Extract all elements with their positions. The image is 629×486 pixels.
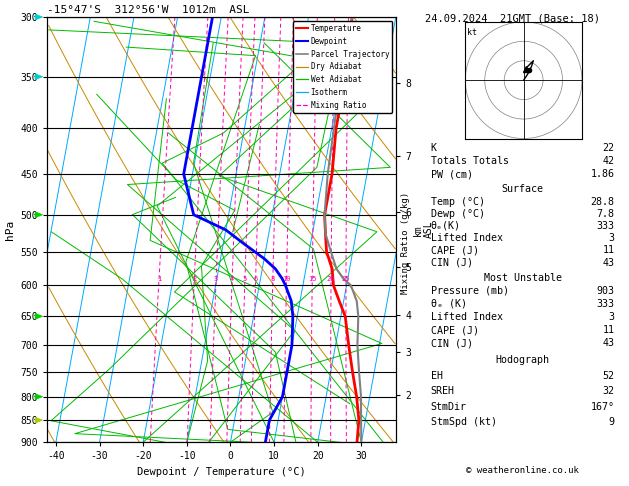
- Text: 333: 333: [596, 221, 615, 231]
- Text: Pressure (mb): Pressure (mb): [431, 286, 509, 296]
- Text: 4: 4: [230, 276, 234, 282]
- Text: StmSpd (kt): StmSpd (kt): [431, 417, 497, 427]
- Text: 24.09.2024  21GMT (Base: 18): 24.09.2024 21GMT (Base: 18): [425, 14, 599, 24]
- Y-axis label: hPa: hPa: [5, 220, 15, 240]
- Text: 903: 903: [596, 286, 615, 296]
- Text: StmDir: StmDir: [431, 402, 467, 412]
- Text: EH: EH: [431, 371, 443, 381]
- Text: 28.8: 28.8: [591, 196, 615, 207]
- Text: 15: 15: [308, 276, 316, 282]
- Text: 52: 52: [603, 371, 615, 381]
- Text: 7.8: 7.8: [596, 209, 615, 219]
- Text: θₑ(K): θₑ(K): [431, 221, 461, 231]
- Text: 8: 8: [270, 276, 275, 282]
- Text: 11: 11: [603, 325, 615, 335]
- Text: 43: 43: [603, 258, 615, 268]
- Text: Temp (°C): Temp (°C): [431, 196, 485, 207]
- Text: 2: 2: [192, 276, 196, 282]
- Text: 43: 43: [603, 338, 615, 348]
- Text: Surface: Surface: [502, 184, 543, 194]
- Text: Dewp (°C): Dewp (°C): [431, 209, 485, 219]
- Legend: Temperature, Dewpoint, Parcel Trajectory, Dry Adiabat, Wet Adiabat, Isotherm, Mi: Temperature, Dewpoint, Parcel Trajectory…: [293, 21, 392, 113]
- Text: 22: 22: [603, 142, 615, 153]
- Text: Lifted Index: Lifted Index: [431, 233, 503, 243]
- Text: kt: kt: [467, 28, 477, 37]
- Text: 1: 1: [157, 276, 161, 282]
- Text: 42: 42: [603, 156, 615, 166]
- Text: PW (cm): PW (cm): [431, 169, 473, 179]
- Text: 1.86: 1.86: [591, 169, 615, 179]
- Y-axis label: km
ASL: km ASL: [413, 221, 434, 239]
- Text: 25: 25: [342, 276, 350, 282]
- Text: 20: 20: [327, 276, 335, 282]
- Text: K: K: [431, 142, 437, 153]
- Text: 167°: 167°: [591, 402, 615, 412]
- Text: Mixing Ratio (g/kg): Mixing Ratio (g/kg): [401, 192, 409, 294]
- Text: CIN (J): CIN (J): [431, 258, 473, 268]
- Text: 3: 3: [608, 233, 615, 243]
- X-axis label: Dewpoint / Temperature (°C): Dewpoint / Temperature (°C): [137, 467, 306, 477]
- Text: SREH: SREH: [431, 386, 455, 396]
- Text: © weatheronline.co.uk: © weatheronline.co.uk: [465, 466, 579, 475]
- Text: CIN (J): CIN (J): [431, 338, 473, 348]
- Text: 5: 5: [243, 276, 247, 282]
- Text: 32: 32: [603, 386, 615, 396]
- Text: Lifted Index: Lifted Index: [431, 312, 503, 322]
- Text: Totals Totals: Totals Totals: [431, 156, 509, 166]
- Text: Most Unstable: Most Unstable: [484, 273, 562, 283]
- Text: 10: 10: [282, 276, 291, 282]
- Text: 11: 11: [603, 245, 615, 256]
- Text: CAPE (J): CAPE (J): [431, 325, 479, 335]
- Text: 333: 333: [596, 299, 615, 309]
- Text: Hodograph: Hodograph: [496, 355, 550, 365]
- Text: 3: 3: [214, 276, 218, 282]
- Text: 9: 9: [608, 417, 615, 427]
- Text: -15°47'S  312°56'W  1012m  ASL: -15°47'S 312°56'W 1012m ASL: [47, 5, 250, 15]
- Text: 6: 6: [253, 276, 258, 282]
- Text: 3: 3: [608, 312, 615, 322]
- Text: θₑ (K): θₑ (K): [431, 299, 467, 309]
- Text: CAPE (J): CAPE (J): [431, 245, 479, 256]
